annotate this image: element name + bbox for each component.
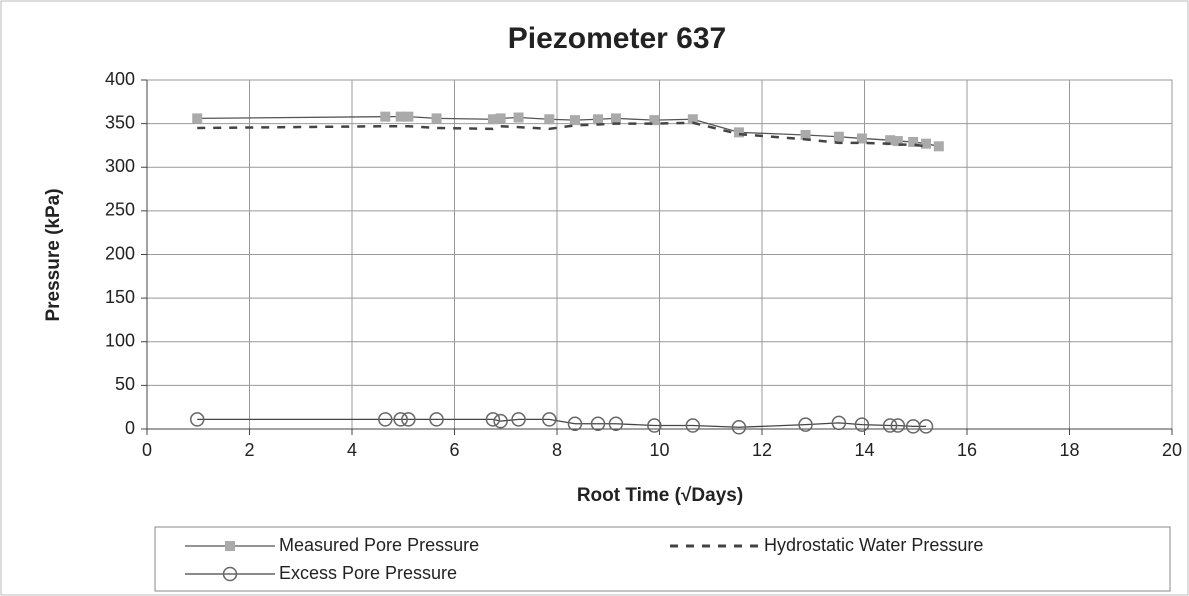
marker — [731, 420, 747, 435]
x-tick-label: 18 — [1059, 440, 1079, 460]
y-tick-label: 100 — [105, 331, 135, 351]
x-tick-label: 2 — [244, 440, 254, 460]
x-tick-label: 6 — [449, 440, 459, 460]
marker — [511, 412, 526, 427]
marker — [569, 115, 580, 126]
marker — [610, 113, 621, 124]
marker — [798, 417, 813, 432]
marker — [395, 111, 406, 122]
marker — [222, 566, 238, 582]
marker — [685, 418, 701, 433]
marker — [854, 417, 870, 432]
x-tick-label: 10 — [649, 440, 669, 460]
marker — [649, 115, 660, 126]
x-tick-label: 0 — [142, 440, 152, 460]
x-tick-label: 8 — [552, 440, 562, 460]
marker — [590, 416, 606, 432]
marker — [513, 112, 524, 123]
marker — [800, 129, 811, 140]
marker — [542, 412, 557, 427]
marker — [567, 416, 583, 432]
marker — [192, 113, 203, 124]
y-tick-label: 50 — [115, 374, 135, 394]
marker — [378, 412, 393, 427]
marker — [485, 412, 501, 427]
y-tick-label: 300 — [105, 156, 135, 176]
marker — [493, 413, 508, 429]
marker — [892, 136, 903, 147]
marker — [831, 415, 847, 431]
marker — [593, 114, 603, 125]
x-tick-label: 12 — [752, 440, 772, 460]
marker — [429, 412, 444, 427]
series-line — [197, 121, 927, 148]
marker — [918, 419, 934, 434]
marker — [401, 412, 416, 427]
marker — [544, 114, 555, 125]
marker — [933, 141, 944, 152]
marker — [487, 114, 498, 125]
marker — [882, 418, 898, 433]
marker — [890, 418, 906, 433]
marker — [189, 412, 205, 427]
marker — [380, 111, 391, 122]
marker — [885, 135, 896, 146]
marker — [833, 131, 844, 142]
x-tick-label: 20 — [1162, 440, 1182, 460]
series-line — [197, 418, 926, 428]
marker — [647, 418, 662, 433]
marker — [225, 541, 235, 551]
y-tick-label: 200 — [105, 243, 135, 263]
y-tick-label: 350 — [105, 112, 135, 132]
legend-label: Excess Pore Pressure — [279, 563, 457, 583]
legend-box — [154, 526, 1171, 592]
marker — [856, 133, 867, 144]
marker — [687, 114, 698, 125]
x-axis-label: Root Time (√Days) — [577, 485, 743, 506]
x-tick-label: 4 — [347, 440, 357, 460]
marker — [908, 136, 919, 147]
chart-title: Piezometer 637 — [508, 22, 726, 55]
x-tick-label: 16 — [957, 440, 977, 460]
y-tick-label: 0 — [125, 418, 135, 438]
y-axis-label: Pressure (kPa) — [43, 188, 64, 321]
marker — [495, 113, 506, 124]
marker — [608, 416, 624, 432]
marker — [921, 138, 931, 149]
y-tick-label: 150 — [105, 287, 135, 307]
marker — [733, 127, 744, 138]
y-tick-label: 250 — [105, 200, 135, 220]
legend-label: Hydrostatic Water Pressure — [764, 535, 983, 555]
y-tick-label: 400 — [105, 69, 135, 89]
marker — [403, 111, 414, 122]
x-tick-label: 14 — [854, 440, 874, 460]
marker — [431, 113, 442, 124]
legend-label: Measured Pore Pressure — [279, 535, 479, 555]
marker — [393, 412, 408, 427]
